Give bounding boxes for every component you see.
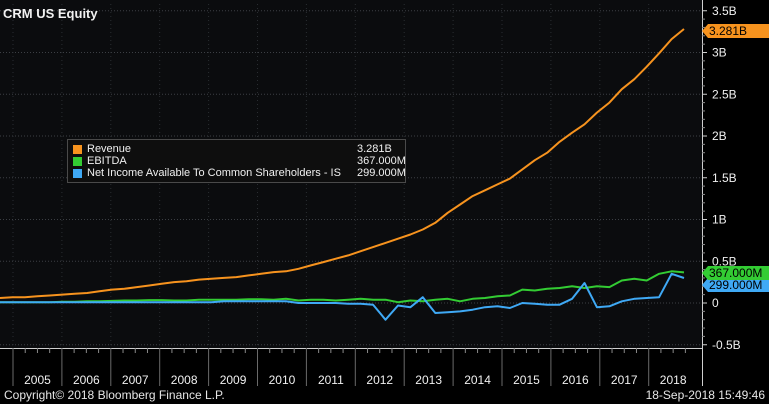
legend-swatch-net-income xyxy=(73,169,82,178)
x-tick-label: 2008 xyxy=(171,373,198,387)
last-value-tag-revenue: 3.281B xyxy=(702,24,769,38)
legend: Revenue 3.281B EBITDA 367.000M Net Incom… xyxy=(67,139,406,183)
legend-item-net-income: Net Income Available To Common Sharehold… xyxy=(73,167,406,180)
timestamp-text: 18-Sep-2018 15:49:46 xyxy=(645,388,765,402)
chart-title: CRM US Equity xyxy=(3,6,98,21)
x-axis-band xyxy=(0,348,702,386)
legend-label: EBITDA xyxy=(87,155,127,167)
y-tick-label: 1B xyxy=(712,213,727,227)
x-tick-label: 2007 xyxy=(122,373,149,387)
y-tick-label: 2.5B xyxy=(712,87,737,101)
last-value-tag-ebitda: 367.000M xyxy=(702,266,769,280)
tag-value: 3.281B xyxy=(709,24,747,38)
legend-label: Net Income Available To Common Sharehold… xyxy=(87,167,341,179)
last-value-tags: 299.000M 3.281B 367.000M xyxy=(702,24,769,292)
x-axis: 2005 2006 2007 2008 2009 2010 2011 2012 2013 2014… xyxy=(0,348,702,387)
x-tick-label: 2011 xyxy=(318,373,344,387)
legend-item-ebitda: EBITDA 367.000M xyxy=(73,155,406,168)
x-tick-label: 2009 xyxy=(220,373,247,387)
y-tick-label: 3B xyxy=(712,46,727,60)
x-tick-label: 2013 xyxy=(415,373,442,387)
x-tick-label: 2012 xyxy=(366,373,393,387)
footer: Copyright© 2018 Bloomberg Finance L.P. 1… xyxy=(0,386,769,404)
x-tick-label: 2014 xyxy=(464,373,491,387)
y-tick-label: -0.5B xyxy=(712,338,741,352)
y-tick-label: 1.5B xyxy=(712,171,737,185)
x-tick-label: 2016 xyxy=(562,373,589,387)
legend-label: Revenue xyxy=(87,143,132,155)
y-axis-band xyxy=(702,0,769,386)
series-line-ebitda xyxy=(0,270,685,304)
series-line-revenue xyxy=(0,28,685,299)
tag-shape xyxy=(702,278,769,292)
legend-item-revenue: Revenue 3.281B xyxy=(73,143,403,156)
series-lines xyxy=(0,28,685,321)
x-tick-label: 2017 xyxy=(611,373,638,387)
tag-shape xyxy=(702,266,769,280)
copyright-text: Copyright© 2018 Bloomberg Finance L.P. xyxy=(4,388,225,402)
legend-value: 367.000M xyxy=(357,155,406,167)
legend-value: 3.281B xyxy=(357,143,392,155)
y-tick-label: 0 xyxy=(712,296,719,310)
x-tick-label: 2005 xyxy=(24,373,51,387)
x-tick-label: 2010 xyxy=(269,373,296,387)
y-tick-label: 2B xyxy=(712,129,727,143)
legend-swatch-ebitda xyxy=(73,157,82,166)
tag-value: 367.000M xyxy=(709,266,762,280)
tag-shape xyxy=(702,24,769,38)
x-tick-label: 2018 xyxy=(660,373,687,387)
y-tick-label: 3.5B xyxy=(712,4,737,18)
x-tick-label: 2015 xyxy=(513,373,540,387)
y-tick-label: 0.5B xyxy=(712,254,737,268)
y-axis: 3.5B 3B 2.5B 2B 1.5B 1B 0.5B 0 -0.5B xyxy=(702,0,769,386)
last-value-tag-net-income: 299.000M xyxy=(702,278,769,292)
x-tick-label: 2006 xyxy=(73,373,100,387)
tag-value: 299.000M xyxy=(709,278,762,292)
legend-swatch-revenue xyxy=(73,145,82,154)
series-line-net-income xyxy=(0,272,685,321)
legend-value: 299.000M xyxy=(357,167,406,179)
